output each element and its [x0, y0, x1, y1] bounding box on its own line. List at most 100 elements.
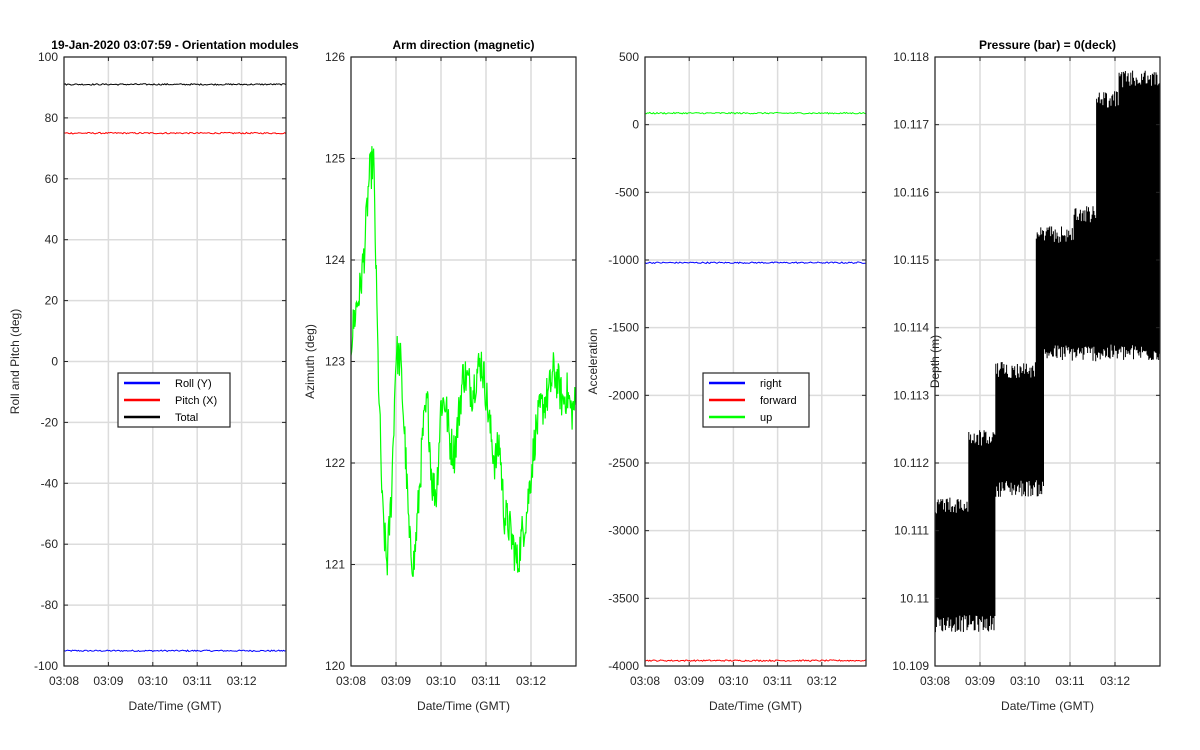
x-tick-label: 03:09	[674, 674, 704, 688]
plot-area	[645, 57, 866, 666]
x-tick-label: 03:10	[718, 674, 748, 688]
y-tick-label: 120	[325, 659, 345, 673]
y-axis-label: Depth (m)	[928, 335, 942, 388]
series-up	[644, 111, 866, 115]
y-tick-label: -2500	[608, 456, 639, 470]
x-tick-label: 03:10	[138, 674, 168, 688]
legend-entry: Total	[175, 412, 198, 424]
x-tick-label: 03:09	[93, 674, 123, 688]
x-tick-label: 03:11	[471, 674, 500, 688]
series-pitch-x	[63, 131, 287, 135]
y-tick-label: -1500	[608, 321, 639, 335]
x-tick-labels: 03:08 03:09 03:10 03:11 03:12	[336, 57, 546, 688]
y-tick-label: -1000	[608, 253, 639, 267]
x-axis-label: Date/Time (GMT)	[417, 699, 510, 713]
y-tick-labels: -4000 -3500 -3000 -2500 -2000 -1500 -1000 -500 0…	[608, 50, 866, 673]
x-tick-label: 03:08	[630, 674, 660, 688]
y-tick-label: 0	[632, 118, 639, 132]
series-line	[644, 261, 866, 265]
y-tick-label: 10.109	[892, 659, 929, 673]
y-tick-label: 126	[325, 50, 345, 64]
legend-entry: forward	[760, 395, 797, 407]
y-tick-label: 10.116	[893, 185, 929, 199]
y-tick-label: 10.111	[894, 524, 929, 538]
y-tick-label: -100	[34, 659, 58, 673]
axes-box	[934, 56, 1161, 667]
series-line	[63, 649, 287, 653]
y-tick-label: 10.114	[893, 321, 929, 335]
chart-panel-4: 03:08 03:09 03:10 03:11 03:1210.10910.1110.1…	[892, 38, 1161, 713]
y-tick-label: 80	[45, 111, 59, 125]
x-tick-label: 03:11	[1055, 674, 1084, 688]
y-tick-label: 500	[619, 50, 639, 64]
chart-title: Arm direction (magnetic)	[392, 38, 534, 52]
x-axis-label: Date/Time (GMT)	[129, 699, 222, 713]
y-tick-label: 40	[45, 233, 59, 247]
chart-panel-2: 03:08 03:09 03:10 03:11 03:12 120 121 122 123 124…	[303, 38, 577, 713]
y-axis-label: Roll and Pitch (deg)	[8, 309, 22, 414]
y-tick-labels: 10.109 10.11 10.111 10.112 10.113 10.114 10.11…	[892, 50, 1160, 673]
y-tick-label: 125	[325, 152, 345, 166]
x-tick-labels: 03:08 03:09 03:10 03:11 03:12	[630, 57, 837, 688]
y-tick-label: -20	[41, 415, 59, 429]
y-tick-label: -40	[41, 476, 59, 490]
y-tick-label: 10.118	[893, 50, 929, 64]
y-tick-label: -3000	[608, 524, 639, 538]
y-tick-label: 122	[325, 456, 345, 470]
y-tick-label: 10.115	[893, 253, 929, 267]
legend-entry: Roll (Y)	[175, 378, 212, 390]
chart-panel-3: 03:08 03:09 03:10 03:11 03:12 -4000 -3500 -3000…	[586, 50, 867, 713]
legend: Roll (Y) Pitch (X) Total	[117, 372, 231, 428]
x-tick-label: 03:12	[807, 674, 837, 688]
series-line	[63, 131, 287, 135]
x-tick-label: 03:11	[183, 674, 212, 688]
y-tick-label: 0	[51, 355, 58, 369]
series-line	[350, 146, 577, 577]
y-tick-label: 60	[45, 172, 59, 186]
x-tick-label: 03:08	[49, 674, 79, 688]
x-tick-label: 03:11	[763, 674, 792, 688]
legend-entry: right	[760, 378, 781, 390]
x-tick-label: 03:08	[336, 674, 366, 688]
y-tick-label: 121	[325, 558, 345, 572]
axes-box	[644, 56, 867, 667]
series-right	[644, 261, 866, 265]
x-tick-label: 03:10	[426, 674, 456, 688]
y-tick-label: 10.117	[893, 118, 929, 132]
y-tick-label: 100	[38, 50, 58, 64]
x-tick-label: 03:09	[381, 674, 411, 688]
y-tick-label: -4000	[608, 659, 639, 673]
x-tick-label: 03:12	[1100, 674, 1130, 688]
y-tick-label: 10.113	[893, 388, 929, 402]
x-tick-labels: 03:08 03:09 03:10 03:11 03:12	[920, 57, 1130, 688]
x-tick-label: 03:09	[965, 674, 995, 688]
series-line	[644, 659, 866, 662]
legend-entry: up	[760, 412, 772, 424]
x-tick-labels: 03:08 03:09 03:10 03:11 03:12	[49, 57, 257, 688]
y-tick-label: 10.112	[893, 456, 929, 470]
y-tick-label: 10.11	[900, 591, 929, 605]
series-1	[350, 146, 577, 577]
legend: right forward up	[702, 372, 810, 428]
series-total	[63, 83, 287, 86]
y-axis-label: Acceleration	[586, 328, 600, 394]
y-tick-label: 20	[45, 294, 59, 308]
chart-panel-1: 03:08 03:09 03:10 03:11 03:12 -100 -80 -60 -40 -2…	[8, 38, 299, 713]
y-tick-labels: -100 -80 -60 -40 -20 0 20 40 60 80 100	[34, 50, 286, 673]
chart-title: Pressure (bar) = 0(deck)	[979, 38, 1116, 52]
y-tick-label: -2000	[608, 388, 639, 402]
legend-entry: Pitch (X)	[175, 395, 217, 407]
x-axis-label: Date/Time (GMT)	[709, 699, 802, 713]
y-tick-label: -500	[615, 185, 639, 199]
y-axis-label: Azimuth (deg)	[303, 324, 317, 399]
x-tick-label: 03:12	[516, 674, 546, 688]
y-tick-label: -3500	[608, 591, 639, 605]
x-tick-label: 03:08	[920, 674, 950, 688]
x-tick-label: 03:10	[1010, 674, 1040, 688]
series-line	[63, 83, 287, 86]
y-tick-label: -60	[41, 537, 59, 551]
x-axis-label: Date/Time (GMT)	[1001, 699, 1094, 713]
chart-title: 19-Jan-2020 03:07:59 - Orientation modul…	[51, 38, 299, 52]
y-tick-label: 124	[325, 253, 345, 267]
